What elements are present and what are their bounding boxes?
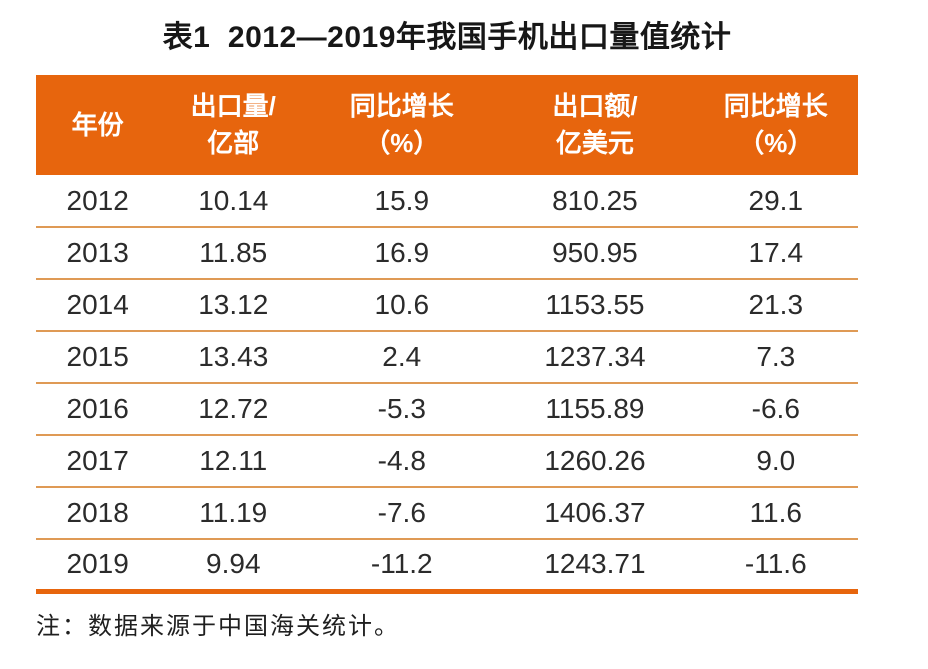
value-cell: 10.14 xyxy=(159,175,308,228)
value-cell: 1260.26 xyxy=(496,435,694,488)
table-row: 2014 13.12 10.6 1153.55 21.3 xyxy=(36,279,858,332)
value-cell: 16.9 xyxy=(307,227,497,280)
header-label: 出口额/ xyxy=(552,91,638,121)
header-label: 同比增长 xyxy=(723,91,828,121)
value-cell: 13.43 xyxy=(159,331,308,384)
value-cell: 11.19 xyxy=(159,487,308,540)
value-cell: -4.8 xyxy=(307,435,497,488)
value-cell: -7.6 xyxy=(307,487,497,540)
value-cell: 11.85 xyxy=(159,227,308,280)
table-row: 2016 12.72 -5.3 1155.89 -6.6 xyxy=(36,383,858,436)
value-cell: -11.6 xyxy=(693,539,858,594)
footnote: 注：数据来源于中国海关统计。 xyxy=(36,612,400,640)
value-cell: 17.4 xyxy=(693,227,858,280)
table-row: 2019 9.94 -11.2 1243.71 -11.6 xyxy=(36,539,858,594)
header-label: 亿部 xyxy=(207,128,260,158)
table-body: 2012 10.14 15.9 810.25 29.1 2013 11.85 16.9 950.… xyxy=(36,175,858,594)
year-cell: 2019 xyxy=(36,539,160,594)
year-cell: 2017 xyxy=(36,435,160,488)
header-cell-year: 年份 xyxy=(36,75,160,175)
header-row: 年份 出口量/ 亿部 同比增长 （%） 出口额/ 亿美元 同比增长 （%） xyxy=(36,75,858,175)
year-cell: 2018 xyxy=(36,487,160,540)
header-label: （%） xyxy=(364,128,440,158)
value-cell: 1155.89 xyxy=(496,383,694,436)
value-cell: 15.9 xyxy=(307,175,497,228)
value-cell: 12.72 xyxy=(159,383,308,436)
table-row: 2013 11.85 16.9 950.95 17.4 xyxy=(36,227,858,280)
value-cell: 9.0 xyxy=(693,435,858,488)
value-cell: 21.3 xyxy=(693,279,858,332)
value-cell: -11.2 xyxy=(307,539,497,594)
value-cell: 1406.37 xyxy=(496,487,694,540)
header-label: 出口量/ xyxy=(190,91,276,121)
value-cell: -6.6 xyxy=(693,383,858,436)
value-cell: 7.3 xyxy=(693,331,858,384)
value-cell: 950.95 xyxy=(496,227,694,280)
stats-table: 年份 出口量/ 亿部 同比增长 （%） 出口额/ 亿美元 同比增长 （%） xyxy=(36,75,858,594)
header-cell-export-value: 出口额/ 亿美元 xyxy=(496,75,694,175)
table-row: 2012 10.14 15.9 810.25 29.1 xyxy=(36,175,858,228)
value-cell: 12.11 xyxy=(159,435,308,488)
table-row: 2017 12.11 -4.8 1260.26 9.0 xyxy=(36,435,858,488)
header-cell-volume-yoy-growth: 同比增长 （%） xyxy=(307,75,497,175)
header-cell-export-volume: 出口量/ 亿部 xyxy=(159,75,308,175)
value-cell: 2.4 xyxy=(307,331,497,384)
value-cell: 10.6 xyxy=(307,279,497,332)
value-cell: 1237.34 xyxy=(496,331,694,384)
table-row: 2015 13.43 2.4 1237.34 7.3 xyxy=(36,331,858,384)
year-cell: 2014 xyxy=(36,279,160,332)
value-cell: 11.6 xyxy=(693,487,858,540)
value-cell: 13.12 xyxy=(159,279,308,332)
value-cell: 1243.71 xyxy=(496,539,694,594)
header-label: 亿美元 xyxy=(555,128,634,158)
year-cell: 2016 xyxy=(36,383,160,436)
value-cell: 29.1 xyxy=(693,175,858,228)
table-row: 2018 11.19 -7.6 1406.37 11.6 xyxy=(36,487,858,540)
table-header: 年份 出口量/ 亿部 同比增长 （%） 出口额/ 亿美元 同比增长 （%） xyxy=(36,75,858,175)
header-label: 同比增长 xyxy=(349,91,454,121)
header-label: 年份 xyxy=(71,109,124,140)
value-cell: -5.3 xyxy=(307,383,497,436)
header-cell-value-yoy-growth: 同比增长 （%） xyxy=(693,75,858,175)
year-cell: 2015 xyxy=(36,331,160,384)
value-cell: 1153.55 xyxy=(496,279,694,332)
value-cell: 810.25 xyxy=(496,175,694,228)
year-cell: 2013 xyxy=(36,227,160,280)
table-title: 表1 2012—2019年我国手机出口量值统计 xyxy=(162,21,732,54)
value-cell: 9.94 xyxy=(159,539,308,594)
header-label: （%） xyxy=(738,128,814,158)
year-cell: 2012 xyxy=(36,175,160,228)
